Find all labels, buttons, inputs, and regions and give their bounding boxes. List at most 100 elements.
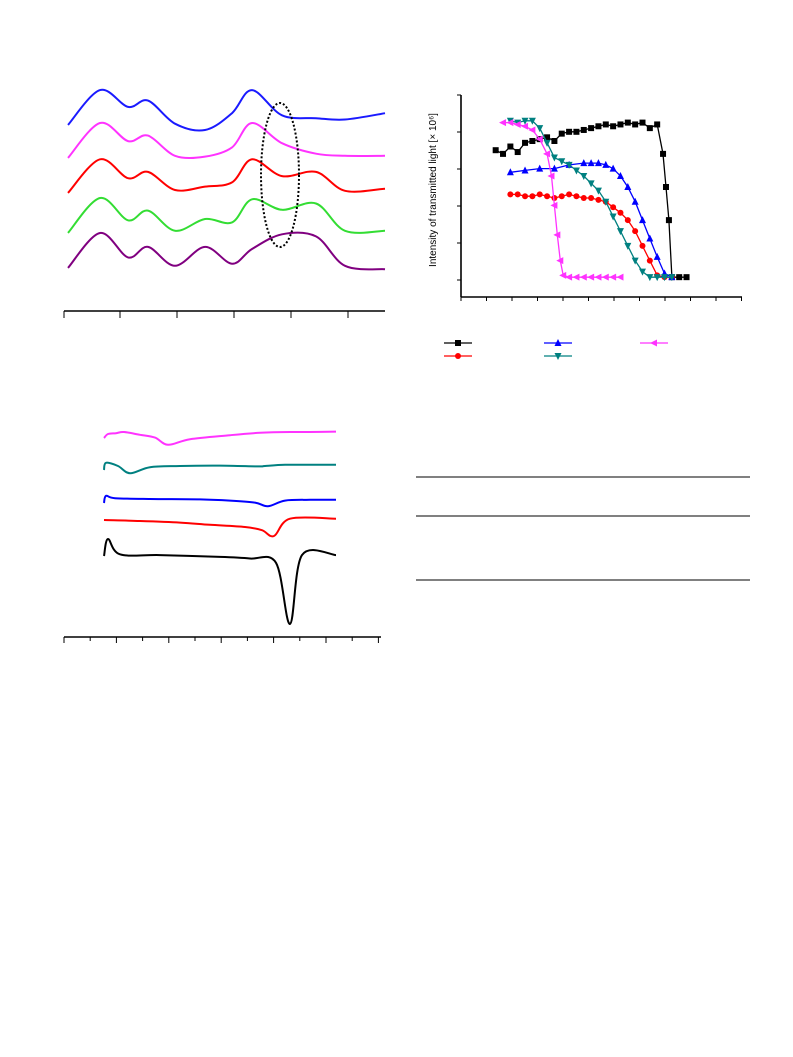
transmittance-point — [601, 273, 609, 281]
transmittance-point — [580, 126, 587, 133]
transmittance-point — [529, 193, 536, 200]
transmittance-point — [661, 274, 669, 282]
transmittance-point — [535, 135, 543, 143]
transmittance-point — [521, 117, 529, 125]
transmittance-point — [654, 121, 661, 128]
transmittance-point — [529, 138, 536, 144]
dsc-lines — [103, 430, 337, 626]
dsc-curve — [103, 461, 336, 475]
transmittance-point — [617, 209, 624, 216]
transmittance-point — [522, 193, 529, 200]
transmittance-point — [594, 273, 602, 281]
legend-marker — [554, 353, 562, 360]
dsc-x-ticks — [63, 637, 379, 643]
transmittance-point — [609, 213, 617, 221]
transmittance-point — [676, 274, 683, 281]
transmittance-point — [572, 273, 580, 281]
transmittance-point — [639, 119, 646, 126]
transmittance-point — [544, 193, 551, 200]
dsc-curve — [103, 494, 337, 508]
transmittance-point — [514, 191, 521, 198]
transmittance-point — [588, 125, 595, 132]
transmittance-series — [492, 117, 690, 282]
transmittance-point — [646, 234, 654, 242]
transmittance-point — [632, 228, 639, 235]
transmittance-point — [551, 138, 558, 144]
transmittance-series-line — [510, 162, 673, 278]
transmittance-point — [616, 171, 624, 179]
spectrum-line — [67, 196, 386, 234]
transmittance-series-line — [510, 193, 672, 278]
transmittance-point — [553, 231, 561, 239]
transmittance-point — [573, 128, 580, 135]
transmittance-point — [631, 257, 639, 265]
transmittance-point — [632, 121, 639, 128]
transmittance-y-label: Intensity of transmitted light [× 10⁶] — [428, 113, 439, 267]
transmittance-point — [602, 160, 610, 168]
transmittance-point — [499, 119, 507, 127]
transmittance-point — [653, 252, 661, 260]
transmittance-point — [595, 123, 602, 130]
transmittance-point — [610, 204, 617, 211]
transmittance-point — [565, 273, 573, 281]
transmittance-point — [572, 167, 580, 175]
transmittance-point — [536, 164, 544, 172]
transmittance-panel: Intensity of transmitted light [× 10⁶] — [428, 94, 742, 360]
transmittance-legend — [444, 339, 668, 360]
transmittance-point — [514, 149, 521, 156]
transmittance-point — [646, 125, 653, 132]
transmittance-point — [638, 216, 646, 224]
transmittance-point — [566, 191, 573, 198]
transmittance-point — [521, 122, 529, 130]
transmittance-point — [639, 242, 646, 249]
transmittance-point — [595, 196, 602, 203]
transmittance-point — [579, 273, 587, 281]
transmittance-point — [624, 119, 631, 126]
transmittance-point — [536, 125, 544, 133]
transmittance-point — [594, 187, 602, 195]
transmittance-point — [528, 126, 536, 134]
transmittance-point — [536, 191, 543, 198]
transmittance-point — [559, 271, 567, 279]
spectrum-line — [67, 231, 386, 271]
transmittance-point — [573, 193, 580, 200]
transmittance-point — [506, 168, 514, 176]
transmittance-point — [580, 159, 588, 167]
dsc-panel — [63, 430, 381, 643]
transmittance-point — [665, 217, 672, 224]
transmittance-point — [616, 228, 624, 236]
transmittance-point — [588, 195, 595, 202]
transmittance-point — [653, 274, 661, 282]
spectrum-line — [67, 158, 386, 194]
transmittance-point — [550, 154, 558, 162]
transmittance-point — [528, 117, 536, 125]
highlight-ellipse — [260, 102, 300, 248]
transmittance-point — [547, 172, 555, 180]
legend-marker — [455, 353, 461, 359]
transmittance-point — [683, 274, 690, 281]
transmittance-point — [566, 128, 573, 135]
spectrum-line — [67, 121, 386, 160]
transmittance-point — [646, 274, 654, 282]
transmittance-point — [580, 195, 587, 202]
transmittance-point — [492, 147, 499, 154]
transmittance-point — [513, 120, 521, 128]
table-panel — [416, 476, 750, 581]
transmittance-point — [543, 150, 551, 158]
transmittance-point — [506, 119, 514, 127]
transmittance-point — [507, 143, 514, 150]
transmittance-point — [521, 166, 529, 174]
transmittance-point — [587, 180, 595, 188]
transmittance-point — [558, 158, 566, 166]
transmittance-point — [609, 273, 617, 281]
transmittance-point — [587, 159, 595, 167]
transmittance-point — [558, 193, 565, 200]
dsc-curve — [103, 538, 337, 626]
transmittance-point — [631, 197, 639, 205]
spectrum-line — [67, 88, 386, 132]
transmittance-point — [610, 123, 617, 130]
dsc-curve — [103, 430, 337, 446]
transmittance-point — [616, 273, 624, 281]
transmittance-point — [609, 164, 617, 172]
